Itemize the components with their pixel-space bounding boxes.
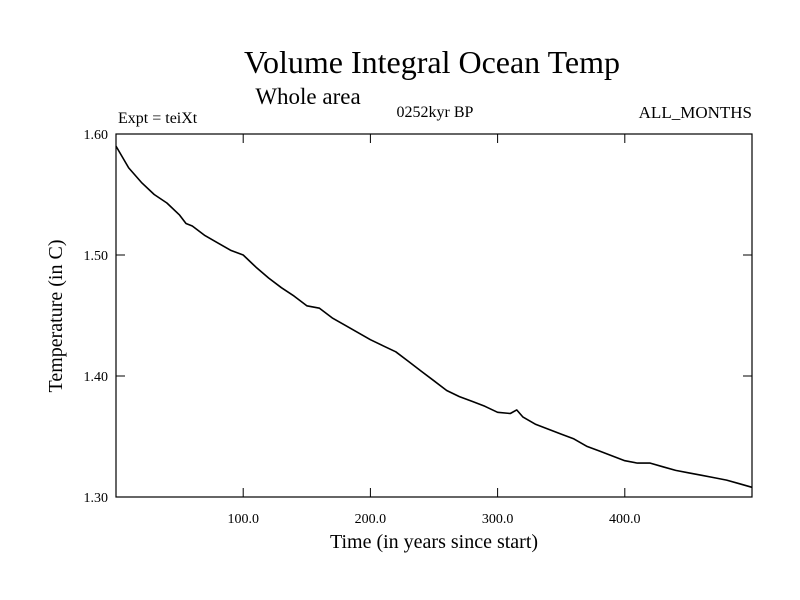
x-tick-label: 100.0 (227, 512, 259, 527)
series-line (115, 145, 753, 489)
annotation-experiment: Expt = teiXt (118, 110, 198, 127)
plot-frame (115, 133, 753, 498)
x-tick-label: 300.0 (482, 512, 514, 527)
annotation-period: 0252kyr BP (397, 104, 474, 121)
y-tick-label: 1.30 (84, 491, 109, 506)
x-tick-label: 400.0 (609, 512, 641, 527)
chart-title: Volume Integral Ocean Temp (244, 44, 620, 80)
y-tick-label: 1.40 (84, 370, 109, 385)
x-tick-label: 200.0 (355, 512, 387, 527)
y-axis-ticks: 1.30 1.40 1.50 1.60 (84, 128, 752, 506)
x-axis-label: Time (in years since start) (330, 531, 538, 553)
y-axis-label: Temperature (in C) (45, 240, 67, 393)
chart-subtitle: Whole area (255, 84, 360, 109)
y-tick-label: 1.60 (84, 128, 109, 143)
annotation-months: ALL_MONTHS (639, 103, 752, 122)
y-tick-label: 1.50 (84, 249, 109, 264)
x-axis-ticks: 100.0 200.0 300.0 400.0 (227, 134, 641, 527)
